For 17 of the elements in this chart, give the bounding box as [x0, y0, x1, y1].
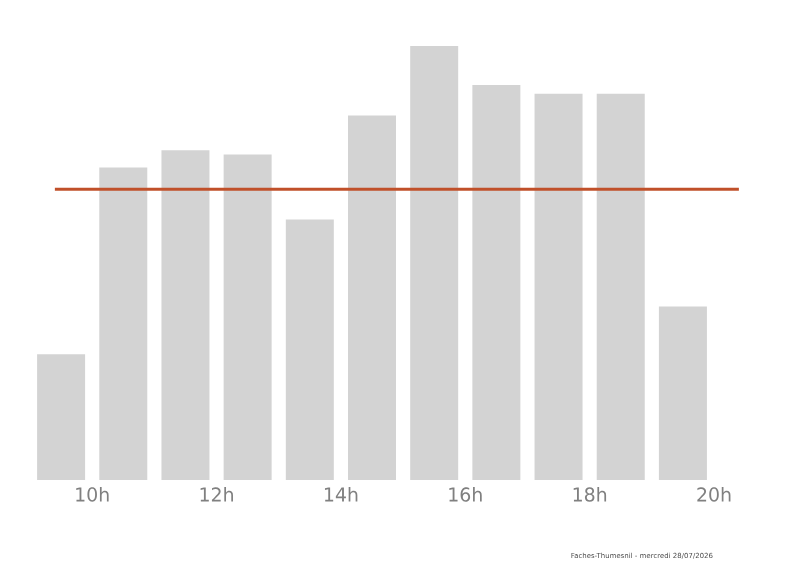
bar — [410, 46, 459, 480]
x-tick-label: 16h — [449, 487, 482, 502]
x-tick-label: 18h — [573, 487, 607, 502]
bar — [161, 150, 210, 480]
x-tick-label: 20h — [697, 487, 731, 502]
x-tick-label: 10h — [76, 487, 109, 502]
bar — [99, 167, 148, 480]
x-tick-label: 14h — [324, 487, 358, 502]
bar — [658, 306, 707, 480]
bar — [223, 154, 272, 480]
bar — [348, 115, 396, 480]
bar — [37, 354, 86, 480]
x-tick-label: 12h — [200, 487, 233, 502]
bar — [534, 93, 583, 480]
bar — [472, 85, 521, 480]
bar — [596, 93, 645, 480]
bar — [285, 219, 334, 480]
